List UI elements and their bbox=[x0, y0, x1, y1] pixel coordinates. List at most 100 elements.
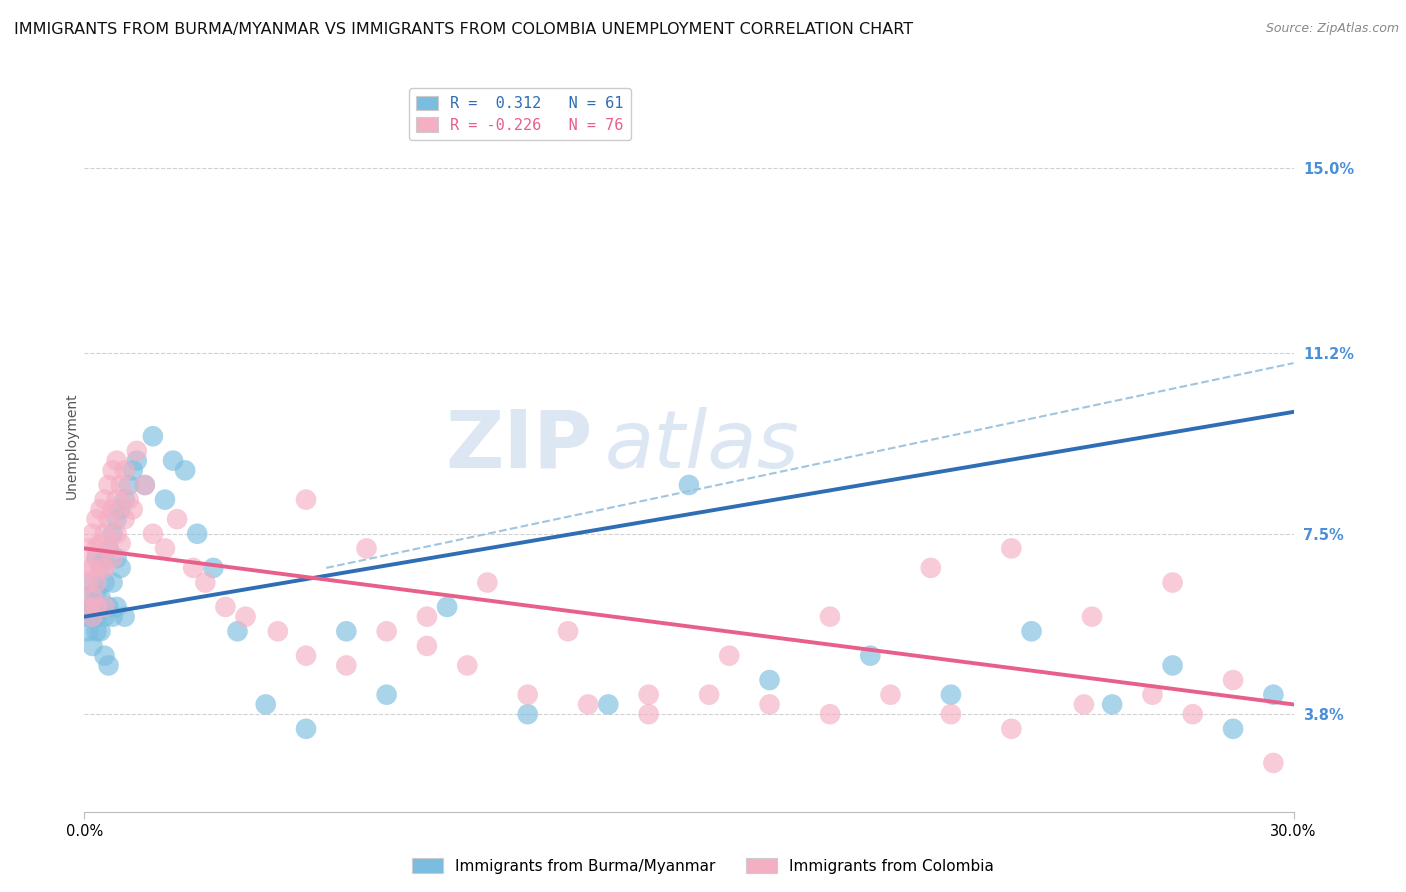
Point bbox=[101, 502, 124, 516]
Point bbox=[456, 658, 478, 673]
Point bbox=[77, 590, 100, 604]
Point bbox=[101, 463, 124, 477]
Point bbox=[1343, 259, 1365, 273]
Point bbox=[114, 492, 136, 507]
Point bbox=[97, 541, 120, 556]
Point bbox=[110, 478, 132, 492]
Point bbox=[235, 609, 257, 624]
Point bbox=[214, 599, 236, 614]
Point bbox=[335, 624, 357, 639]
Point bbox=[1161, 658, 1184, 673]
Point bbox=[101, 575, 124, 590]
Point bbox=[105, 526, 128, 541]
Point bbox=[557, 624, 579, 639]
Point bbox=[1000, 722, 1022, 736]
Point bbox=[1021, 624, 1043, 639]
Point bbox=[93, 492, 115, 507]
Point bbox=[375, 624, 398, 639]
Point bbox=[86, 624, 108, 639]
Point bbox=[1302, 707, 1324, 722]
Point bbox=[637, 707, 659, 722]
Point bbox=[416, 639, 439, 653]
Point bbox=[86, 599, 108, 614]
Point bbox=[105, 492, 128, 507]
Point bbox=[89, 502, 111, 516]
Point bbox=[89, 561, 111, 575]
Text: atlas: atlas bbox=[605, 407, 799, 485]
Point bbox=[1142, 688, 1164, 702]
Point bbox=[758, 698, 780, 712]
Point bbox=[89, 536, 111, 550]
Point bbox=[121, 502, 143, 516]
Point bbox=[818, 609, 841, 624]
Point bbox=[697, 688, 720, 702]
Point bbox=[174, 463, 197, 477]
Point bbox=[335, 658, 357, 673]
Point bbox=[86, 609, 108, 624]
Point bbox=[86, 512, 108, 526]
Point bbox=[110, 502, 132, 516]
Point bbox=[1263, 756, 1285, 770]
Point bbox=[93, 609, 115, 624]
Point bbox=[97, 512, 120, 526]
Point bbox=[142, 429, 165, 443]
Point bbox=[93, 551, 115, 566]
Point bbox=[254, 698, 277, 712]
Point bbox=[82, 561, 104, 575]
Point bbox=[598, 698, 620, 712]
Point bbox=[939, 688, 962, 702]
Point bbox=[939, 707, 962, 722]
Point bbox=[166, 512, 188, 526]
Point bbox=[162, 453, 184, 467]
Point bbox=[436, 599, 458, 614]
Y-axis label: Unemployment: Unemployment bbox=[65, 392, 79, 500]
Point bbox=[678, 478, 700, 492]
Point bbox=[134, 478, 156, 492]
Point bbox=[97, 658, 120, 673]
Point bbox=[82, 609, 104, 624]
Point bbox=[516, 688, 538, 702]
Point bbox=[77, 541, 100, 556]
Point bbox=[86, 585, 108, 599]
Point bbox=[82, 639, 104, 653]
Point bbox=[110, 561, 132, 575]
Point bbox=[105, 551, 128, 566]
Point bbox=[93, 561, 115, 575]
Point bbox=[93, 648, 115, 663]
Point bbox=[114, 512, 136, 526]
Point bbox=[153, 541, 176, 556]
Text: IMMIGRANTS FROM BURMA/MYANMAR VS IMMIGRANTS FROM COLOMBIA UNEMPLOYMENT CORRELATI: IMMIGRANTS FROM BURMA/MYANMAR VS IMMIGRA… bbox=[14, 22, 912, 37]
Point bbox=[105, 453, 128, 467]
Point bbox=[1073, 698, 1095, 712]
Point bbox=[226, 624, 249, 639]
Point bbox=[97, 599, 120, 614]
Point bbox=[920, 561, 942, 575]
Point bbox=[295, 722, 318, 736]
Point bbox=[101, 551, 124, 566]
Point bbox=[1101, 698, 1123, 712]
Point bbox=[86, 551, 108, 566]
Point bbox=[153, 492, 176, 507]
Point bbox=[93, 526, 115, 541]
Point bbox=[1222, 722, 1244, 736]
Point bbox=[105, 512, 128, 526]
Point bbox=[105, 599, 128, 614]
Point bbox=[97, 541, 120, 556]
Point bbox=[125, 453, 148, 467]
Point bbox=[1161, 575, 1184, 590]
Point bbox=[77, 599, 100, 614]
Point bbox=[134, 478, 156, 492]
Point bbox=[93, 575, 115, 590]
Point bbox=[477, 575, 499, 590]
Legend: Immigrants from Burma/Myanmar, Immigrants from Colombia: Immigrants from Burma/Myanmar, Immigrant… bbox=[406, 852, 1000, 880]
Point bbox=[114, 609, 136, 624]
Point bbox=[186, 526, 208, 541]
Point bbox=[637, 688, 659, 702]
Point bbox=[295, 492, 318, 507]
Point bbox=[97, 478, 120, 492]
Point bbox=[121, 463, 143, 477]
Legend: R =  0.312   N = 61, R = -0.226   N = 76: R = 0.312 N = 61, R = -0.226 N = 76 bbox=[409, 88, 631, 140]
Point bbox=[77, 609, 100, 624]
Point bbox=[89, 561, 111, 575]
Point bbox=[118, 492, 141, 507]
